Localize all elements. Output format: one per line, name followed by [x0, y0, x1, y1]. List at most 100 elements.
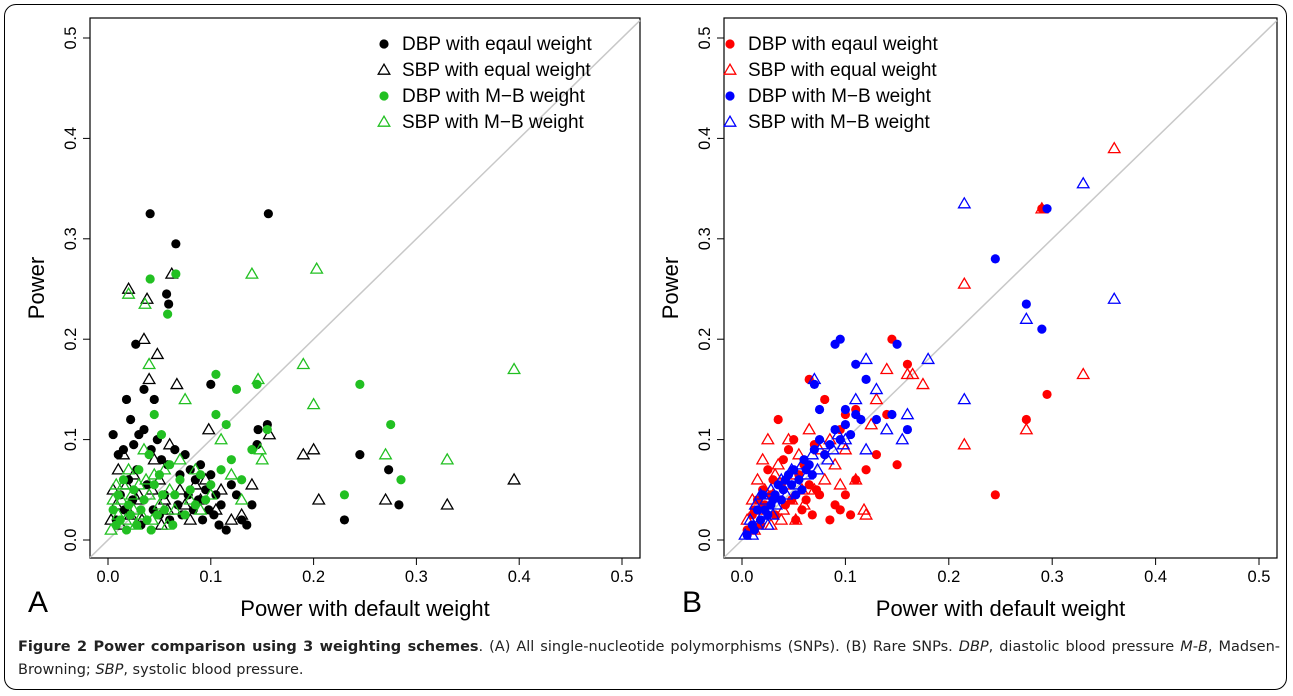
data-point	[142, 357, 157, 370]
data-point	[755, 507, 770, 520]
legend-marker	[377, 62, 391, 75]
y-tick-label: 0.4	[696, 127, 714, 150]
data-point	[784, 462, 799, 475]
data-point	[156, 429, 167, 440]
data-point	[178, 392, 193, 405]
x-tick-label: 0.5	[611, 568, 634, 586]
data-point	[879, 422, 894, 435]
x-tick-label: 0.0	[731, 568, 754, 586]
data-point	[820, 394, 830, 405]
data-point	[161, 289, 172, 299]
data-point	[797, 485, 807, 495]
data-point	[180, 450, 190, 460]
x-tick-label: 0.1	[199, 568, 222, 586]
data-point	[168, 520, 178, 530]
data-point	[195, 470, 206, 480]
data-point	[145, 512, 160, 525]
data-point	[201, 422, 216, 435]
data-point	[190, 500, 200, 510]
x-tick-label: 0.0	[97, 568, 120, 586]
data-point	[738, 527, 753, 540]
data-point	[1076, 176, 1091, 189]
data-point	[149, 480, 159, 490]
data-point	[802, 422, 817, 435]
data-point	[773, 414, 783, 425]
data-point	[252, 379, 262, 389]
data-point	[167, 502, 182, 515]
data-point	[206, 480, 216, 490]
data-point	[892, 460, 902, 470]
data-point	[778, 455, 788, 465]
data-point	[206, 379, 216, 389]
legend-label: DBP with eqaul weight	[748, 34, 938, 55]
data-point	[188, 462, 203, 475]
y-tick-label: 0.5	[696, 27, 714, 50]
data-point	[209, 510, 219, 520]
data-point	[820, 450, 830, 460]
y-tick-label: 0.2	[696, 328, 714, 351]
panel-b: 0.0 0.1 0.2 0.3 0.4 0.5 0.0 0.1 0.2 0.3 0.4 0.5 Powe…	[658, 17, 1278, 621]
data-point	[201, 495, 211, 505]
data-point	[743, 512, 758, 525]
data-point	[157, 462, 172, 475]
data-point	[116, 447, 131, 460]
data-point	[253, 424, 263, 435]
data-point	[778, 485, 788, 495]
data-point	[139, 384, 149, 394]
data-point	[171, 239, 181, 249]
data-point	[339, 490, 350, 500]
data-point	[203, 487, 218, 500]
data-point	[507, 472, 521, 485]
data-point	[170, 490, 180, 500]
data-point	[748, 497, 763, 510]
data-point	[760, 505, 770, 515]
data-point	[234, 492, 249, 505]
data-point	[206, 470, 216, 480]
data-point	[769, 497, 784, 510]
data-point	[142, 515, 152, 525]
legend-marker	[723, 114, 737, 127]
data-point	[131, 339, 141, 349]
data-point	[869, 382, 884, 395]
data-point	[892, 339, 902, 349]
plot-box	[723, 17, 1278, 559]
data-point	[253, 442, 268, 455]
data-point	[164, 299, 174, 309]
data-point	[781, 432, 796, 445]
data-point	[355, 450, 365, 460]
data-point	[768, 467, 783, 480]
data-point	[224, 512, 239, 525]
data-point	[789, 477, 804, 490]
data-point	[188, 477, 203, 490]
data-point	[180, 510, 190, 520]
data-point	[869, 392, 884, 405]
data-point	[817, 472, 832, 485]
reference-line	[723, 19, 1278, 559]
data-point	[137, 442, 151, 455]
caption-title: Figure 2 Power comparison using 3 weight…	[18, 639, 479, 655]
data-point	[384, 465, 394, 475]
data-point	[788, 512, 803, 525]
data-point	[921, 352, 936, 365]
legend-marker	[723, 62, 737, 75]
data-point	[900, 367, 915, 380]
data-point	[251, 372, 266, 385]
data-point	[306, 442, 321, 455]
data-point	[247, 500, 257, 510]
data-point	[807, 470, 817, 480]
data-point	[440, 452, 455, 465]
data-points	[738, 141, 1122, 540]
data-point	[121, 525, 132, 535]
data-point	[861, 465, 871, 475]
data-point	[879, 362, 894, 375]
data-point	[1076, 367, 1091, 380]
figure-frame	[4, 4, 1287, 690]
caption-text-1: . (A) All single-nucleotide polymorphism…	[478, 639, 959, 655]
data-point	[1019, 312, 1034, 324]
data-point	[396, 475, 406, 485]
data-point	[887, 409, 897, 420]
data-point	[209, 502, 223, 515]
data-point	[750, 472, 765, 485]
legend-label: SBP with equal weight	[748, 60, 937, 81]
x-tick-label: 0.4	[508, 568, 531, 586]
